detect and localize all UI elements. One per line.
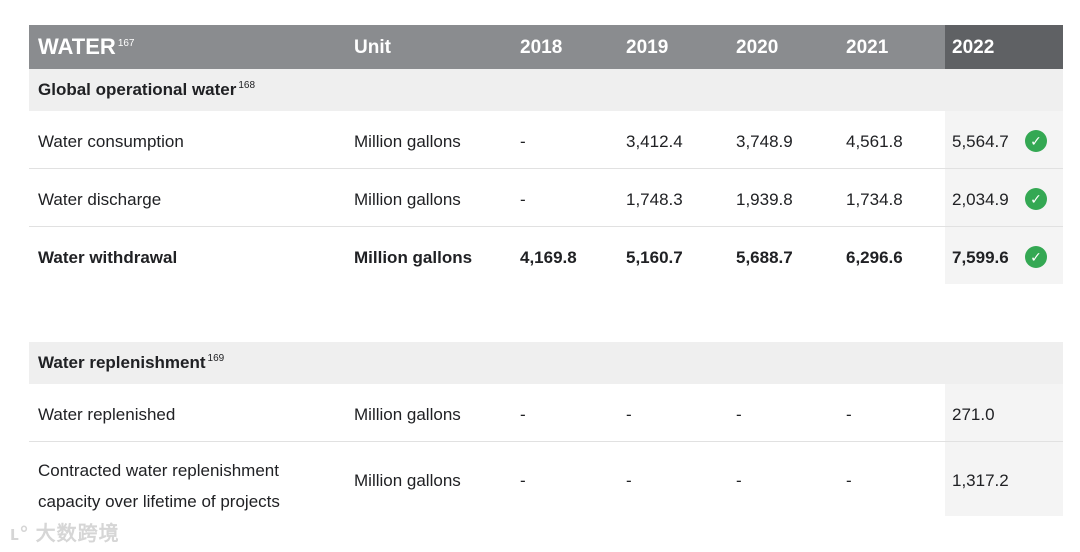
cell-2022: 2,034.9 xyxy=(952,190,1009,209)
table-title: WATER 167 xyxy=(38,34,135,59)
table-row: Water consumption Million gallons - 3,41… xyxy=(29,111,1063,169)
header-year-2020: 2020 xyxy=(736,37,779,58)
table-row: Contracted water replenishment capacity … xyxy=(29,442,1063,516)
row-label: Contracted water replenishment capacity … xyxy=(38,455,280,517)
water-table: WATER 167 Unit 2018 2019 2020 2021 2022 G… xyxy=(29,25,1063,516)
cell-2018: - xyxy=(520,190,526,209)
header-year-2021: 2021 xyxy=(846,37,889,58)
row-unit: Million gallons xyxy=(354,405,461,424)
watermark: ʟ° 大数跨境 xyxy=(10,523,120,545)
table-header: WATER 167 Unit 2018 2019 2020 2021 2022 xyxy=(29,25,1063,69)
cell-2019: 1,748.3 xyxy=(626,190,683,209)
table-row: Water replenished Million gallons - - - … xyxy=(29,384,1063,442)
header-unit: Unit xyxy=(354,37,391,58)
highlight-2022-cell xyxy=(945,384,1063,441)
highlight-2022-cell xyxy=(945,442,1063,516)
cell-2020: 3,748.9 xyxy=(736,132,793,151)
header-year-2019: 2019 xyxy=(626,37,669,58)
cell-2018: - xyxy=(520,405,526,424)
section-global-operational-water: Global operational water 168 xyxy=(29,69,1063,111)
check-circle-icon: ✓ xyxy=(1025,246,1047,268)
row-label: Water withdrawal xyxy=(38,248,178,267)
cell-2022: 5,564.7 xyxy=(952,132,1009,151)
row-unit: Million gallons xyxy=(354,190,461,209)
check-circle-icon: ✓ xyxy=(1025,188,1047,210)
row-label: Water consumption xyxy=(38,132,184,151)
section-title: Water replenishment 169 xyxy=(38,353,225,372)
check-circle-icon: ✓ xyxy=(1025,130,1047,152)
cell-2019: - xyxy=(626,405,632,424)
row-label: Water replenished xyxy=(38,405,176,424)
cell-2019: 5,160.7 xyxy=(626,248,683,267)
cell-2021: - xyxy=(846,471,852,490)
cell-2021: 1,734.8 xyxy=(846,190,903,209)
row-label-line-1: Contracted water replenishment xyxy=(38,461,279,480)
cell-2020: - xyxy=(736,405,742,424)
table-row: Water discharge Million gallons - 1,748.… xyxy=(29,169,1063,227)
row-label: Water discharge xyxy=(38,190,162,209)
cell-2020: 1,939.8 xyxy=(736,190,793,209)
row-label-line-2: capacity over lifetime of projects xyxy=(38,492,280,511)
cell-2022: 7,599.6 xyxy=(952,248,1009,267)
cell-2022: 1,317.2 xyxy=(952,471,1009,490)
cell-2018: 4,169.8 xyxy=(520,248,577,267)
row-unit: Million gallons xyxy=(354,248,473,267)
cell-2021: - xyxy=(846,405,852,424)
cell-2020: 5,688.7 xyxy=(736,248,793,267)
section-title: Global operational water 168 xyxy=(38,80,256,99)
header-year-2022: 2022 xyxy=(952,37,995,58)
cell-2021: 4,561.8 xyxy=(846,132,903,151)
section-water-replenishment: Water replenishment 169 xyxy=(29,342,1063,384)
cell-2018: - xyxy=(520,471,526,490)
cell-2020: - xyxy=(736,471,742,490)
highlight-2022-header xyxy=(945,25,1063,69)
row-unit: Million gallons xyxy=(354,132,461,151)
cell-2021: 6,296.6 xyxy=(846,248,903,267)
row-unit: Million gallons xyxy=(354,471,461,490)
cell-2018: - xyxy=(520,132,526,151)
cell-2019: 3,412.4 xyxy=(626,132,683,151)
cell-2019: - xyxy=(626,471,632,490)
header-year-2018: 2018 xyxy=(520,37,563,58)
spacer xyxy=(29,284,1063,342)
table-row: Water withdrawal Million gallons 4,169.8… xyxy=(29,227,1063,284)
cell-2022: 271.0 xyxy=(952,405,995,424)
